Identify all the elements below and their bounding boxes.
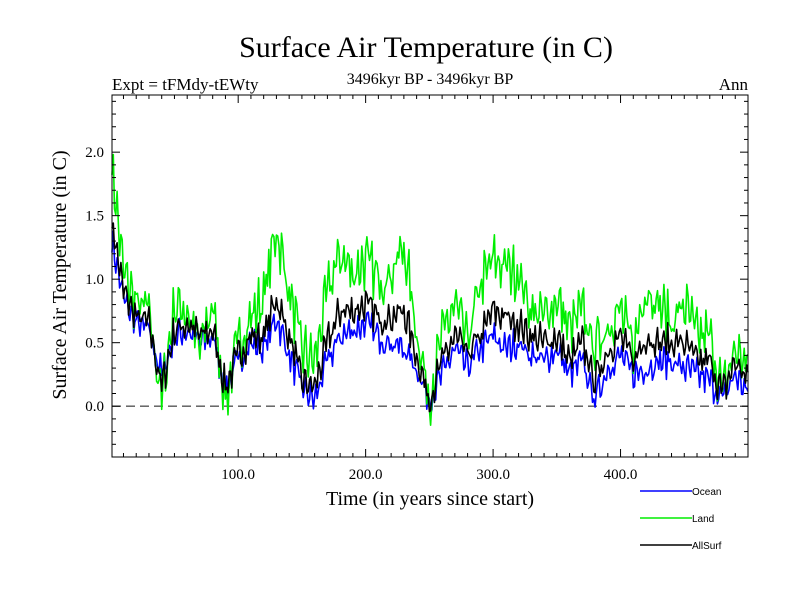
period-label: Ann: [719, 75, 749, 94]
y-tick-label: 2.0: [85, 145, 104, 161]
chart-subtitle: 3496kyr BP - 3496kyr BP: [347, 71, 514, 88]
series-line-land: [111, 153, 749, 427]
x-axis-label: Time (in years since start): [326, 488, 534, 510]
y-axis-label: Surface Air Temperature (in C): [49, 150, 71, 399]
y-tick-label: 1.5: [85, 209, 104, 225]
y-tick-label: 0.5: [85, 336, 104, 352]
x-tick-label: 300.0: [476, 467, 510, 483]
legend-label-allsurf: AllSurf: [692, 541, 722, 552]
series-line-allsurf: [111, 222, 749, 413]
chart-title: Surface Air Temperature (in C): [239, 31, 613, 64]
legend-label-land: Land: [692, 514, 714, 525]
y-tick-label: 1.0: [85, 272, 104, 288]
x-tick-label: 100.0: [221, 467, 255, 483]
legend-label-ocean: Ocean: [692, 487, 721, 498]
plot-frame: [111, 94, 749, 458]
x-tick-label: 200.0: [349, 467, 383, 483]
x-tick-label: 400.0: [604, 467, 638, 483]
y-tick-label: 0.0: [85, 399, 104, 415]
experiment-label: Expt = tFMdy-tEWty: [112, 75, 259, 94]
